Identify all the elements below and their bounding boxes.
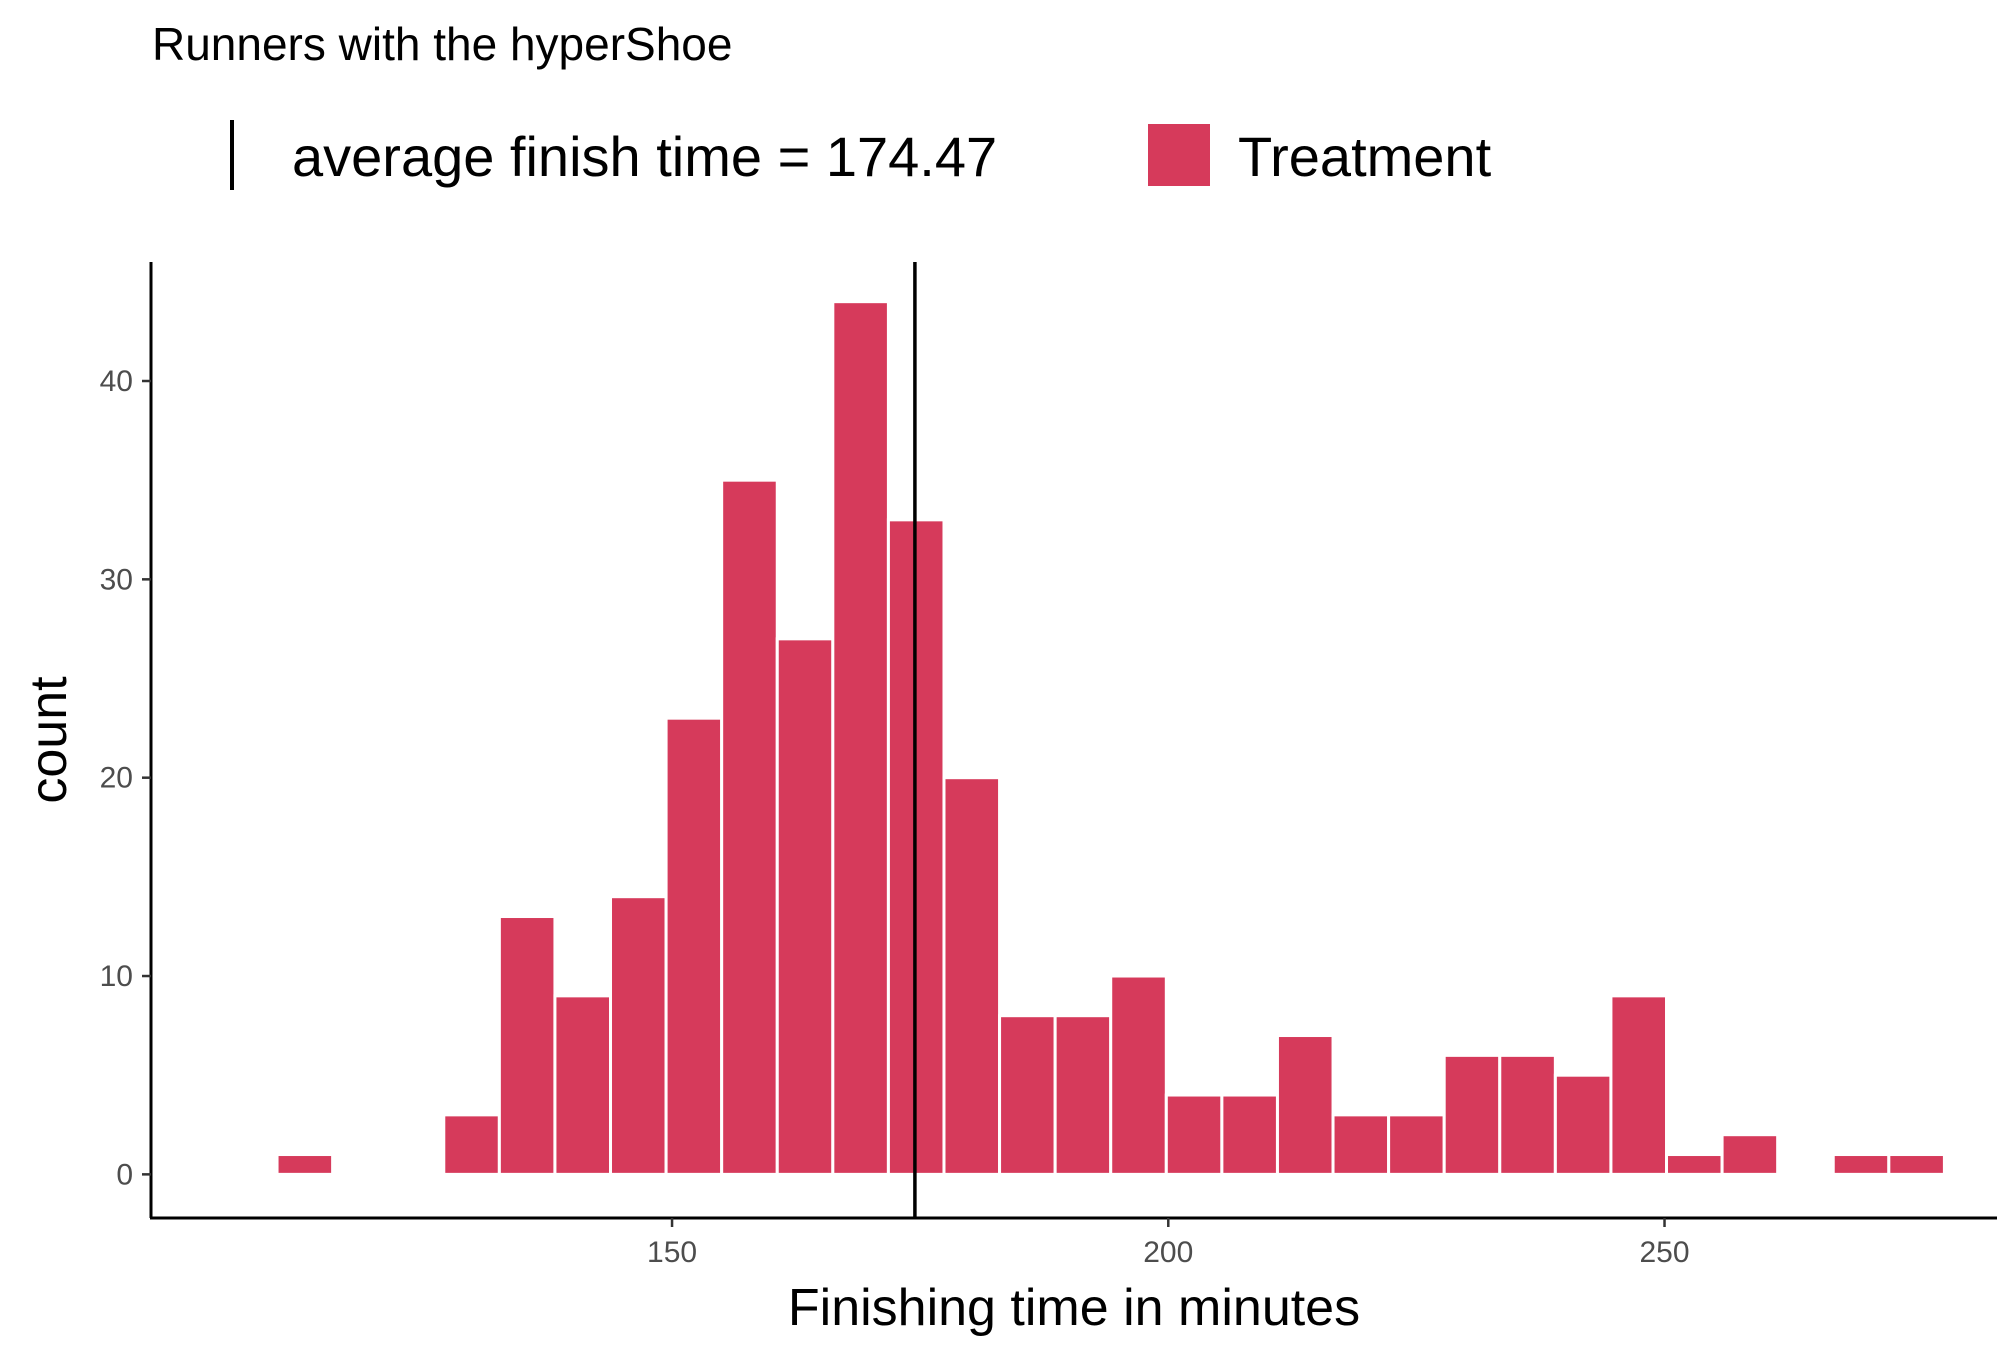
histogram-bar <box>1720 1133 1780 1176</box>
histogram-bar <box>609 895 668 1176</box>
histogram-bar <box>942 776 1002 1176</box>
histogram-bar <box>1109 974 1168 1176</box>
legend-treatment-label: Treatment <box>1238 125 1492 188</box>
histogram-bar <box>1665 1153 1724 1176</box>
legend: average finish time = 174.47 Treatment <box>230 120 1492 190</box>
histogram-bar <box>1331 1113 1391 1176</box>
y-tick-label: 30 <box>100 563 133 596</box>
histogram-bar <box>998 1014 1057 1176</box>
chart-title: Runners with the hyperShoe <box>152 18 732 70</box>
x-tick-label: 150 <box>647 1236 697 1269</box>
histogram-bar <box>1387 1113 1446 1176</box>
y-tick-label: 0 <box>116 1158 133 1191</box>
histogram-bar <box>1053 1014 1113 1176</box>
histogram-bar <box>1220 1093 1279 1176</box>
x-tick-label: 250 <box>1639 1236 1689 1269</box>
histogram-bar <box>775 637 835 1176</box>
x-axis-title: Finishing time in minutes <box>788 1279 1360 1337</box>
histogram-bar <box>1442 1053 1502 1176</box>
histogram-bar <box>664 716 724 1176</box>
histogram-bar <box>275 1153 335 1176</box>
histogram-bar <box>442 1113 501 1176</box>
y-tick-label: 40 <box>100 365 133 398</box>
histogram-bar <box>1164 1093 1224 1176</box>
histogram-bar <box>720 478 779 1176</box>
histogram-bar <box>1887 1153 1946 1176</box>
histogram-bar <box>553 994 613 1176</box>
histogram-bar <box>1609 994 1669 1176</box>
x-axis-ticks: 150 200 250 <box>647 1218 1690 1269</box>
y-tick-label: 20 <box>100 762 133 795</box>
histogram-bar <box>1831 1153 1891 1176</box>
legend-treatment-swatch <box>1148 124 1210 186</box>
histogram-bar <box>1275 1034 1335 1176</box>
histogram-bar <box>831 300 890 1176</box>
histogram-bar <box>1498 1053 1557 1176</box>
y-axis-title: count <box>20 676 78 804</box>
histogram-bars <box>275 300 1946 1176</box>
legend-reference-line-label: average finish time = 174.47 <box>292 125 997 188</box>
y-axis-ticks: 0 10 20 30 40 <box>100 365 151 1191</box>
x-tick-label: 200 <box>1143 1236 1193 1269</box>
histogram-bar <box>1553 1073 1613 1176</box>
y-tick-label: 10 <box>100 960 133 993</box>
histogram-bar <box>497 915 557 1176</box>
